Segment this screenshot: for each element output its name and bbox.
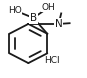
Text: HO: HO (8, 6, 22, 15)
Text: OH: OH (42, 3, 55, 12)
Text: N: N (55, 19, 63, 29)
Text: HCl: HCl (44, 56, 60, 65)
Text: B: B (30, 13, 37, 23)
